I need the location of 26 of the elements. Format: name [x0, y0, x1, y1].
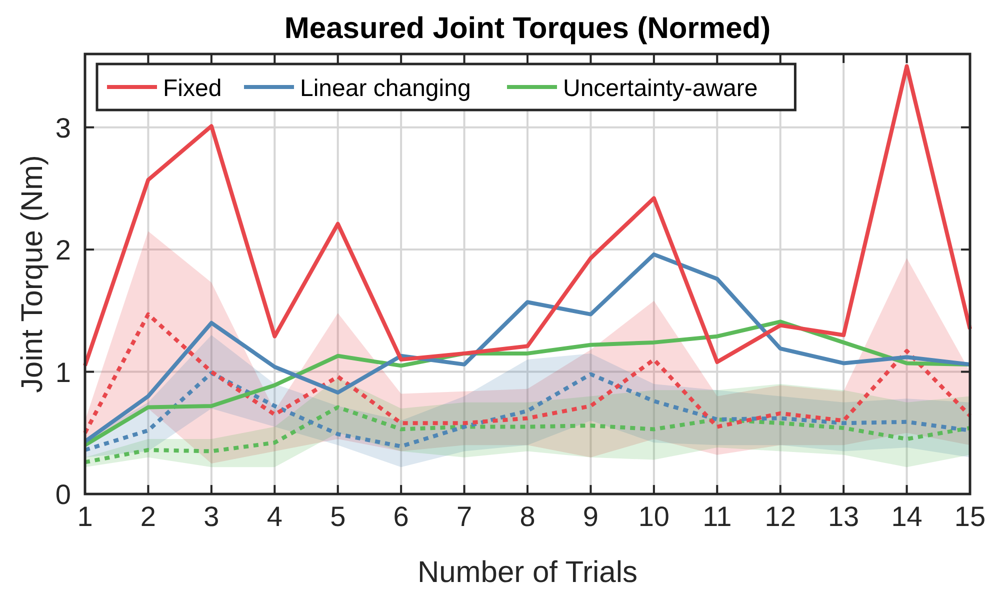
legend-label: Fixed [163, 75, 222, 102]
x-tick-label: 15 [954, 501, 986, 532]
legend-label: Linear changing [300, 75, 471, 102]
x-tick-label: 5 [330, 501, 346, 532]
x-tick-label: 13 [828, 501, 860, 532]
y-axis-title: Joint Torque (Nm) [16, 155, 49, 393]
y-tick-label: 2 [55, 234, 71, 266]
x-tick-label: 11 [702, 501, 732, 532]
y-tick-label: 1 [55, 356, 71, 388]
x-tick-label: 1 [77, 501, 93, 532]
y-tick-label: 3 [55, 112, 71, 144]
x-tick-label: 12 [764, 501, 796, 532]
x-tick-label: 3 [204, 501, 220, 532]
x-axis-title: Number of Trials [417, 556, 638, 589]
legend-label: Uncertainty-aware [563, 75, 758, 102]
x-tick-label: 7 [456, 501, 472, 532]
y-tick-label: 0 [55, 479, 71, 510]
chart-title: Measured Joint Torques (Normed) [284, 12, 771, 45]
x-tick-label: 10 [638, 501, 670, 532]
x-tick-label: 9 [582, 501, 599, 532]
x-tick-label: 8 [520, 501, 536, 532]
line-series [83, 64, 972, 368]
x-tick-label: 6 [393, 501, 409, 532]
x-tick-label: 14 [891, 501, 922, 532]
x-tick-label: 4 [266, 501, 282, 532]
x-tick-label: 2 [140, 501, 156, 532]
